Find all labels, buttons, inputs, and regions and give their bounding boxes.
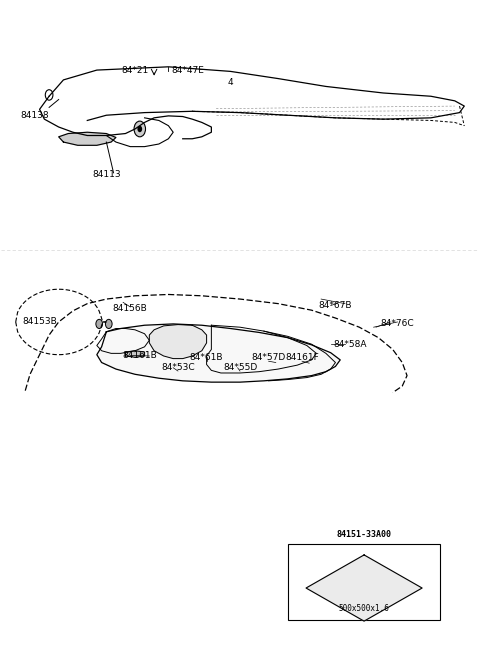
- Text: 84*61B: 84*61B: [190, 353, 223, 363]
- Polygon shape: [59, 132, 116, 145]
- Circle shape: [137, 125, 142, 132]
- Text: 84*55D: 84*55D: [223, 363, 257, 373]
- Text: 84138: 84138: [21, 112, 49, 120]
- Circle shape: [134, 121, 145, 137]
- Text: 84*58A: 84*58A: [333, 340, 367, 350]
- Text: 84161B: 84161B: [122, 351, 157, 361]
- Polygon shape: [97, 324, 340, 382]
- Text: 4: 4: [228, 78, 233, 87]
- Polygon shape: [149, 325, 206, 359]
- Text: 84151-33A00: 84151-33A00: [336, 530, 392, 539]
- Text: 84*21: 84*21: [121, 66, 149, 75]
- Text: 500x500x1.6: 500x500x1.6: [339, 604, 389, 613]
- Text: 84153B: 84153B: [22, 317, 57, 327]
- Text: 84*53C: 84*53C: [161, 363, 195, 373]
- Circle shape: [106, 319, 112, 328]
- Text: 84156B: 84156B: [113, 304, 148, 313]
- Polygon shape: [125, 351, 144, 357]
- Text: 84113: 84113: [92, 170, 120, 179]
- Text: 84*76C: 84*76C: [381, 319, 414, 328]
- Text: 84*57D: 84*57D: [252, 353, 286, 363]
- Text: 84161F: 84161F: [285, 353, 319, 363]
- Polygon shape: [306, 555, 422, 621]
- Text: 84*67B: 84*67B: [319, 301, 352, 310]
- FancyBboxPatch shape: [288, 545, 441, 620]
- Circle shape: [96, 319, 103, 328]
- Text: 84*47E: 84*47E: [171, 66, 204, 75]
